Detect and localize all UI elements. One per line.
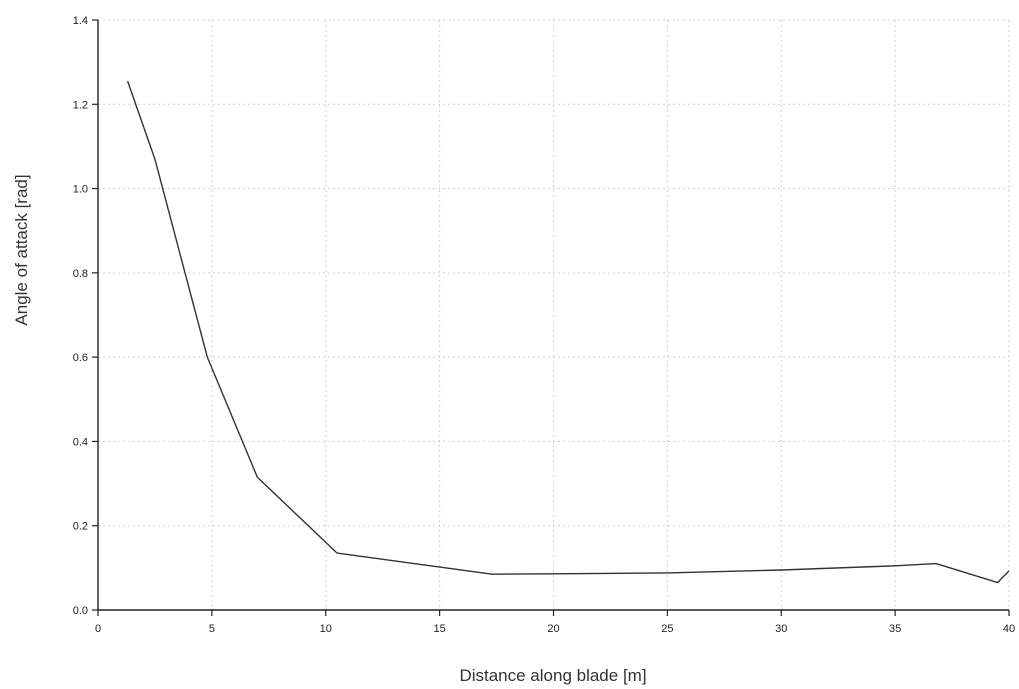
x-axis-label: Distance along blade [m] [459,666,646,685]
series-group [126,80,1010,584]
x-tick-label: 40 [1003,623,1015,635]
grid [98,19,1010,610]
x-tick-label: 5 [209,623,215,635]
y-tick-label: 0.8 [73,268,88,280]
x-tick-label: 15 [434,623,446,635]
y-axis-label: Angle of attack [rad] [12,174,31,325]
x-tick-label: 0 [95,623,101,635]
x-tick-label: 10 [320,623,332,635]
y-tick-label: 0.6 [73,352,88,364]
x-tick-label: 20 [547,623,559,635]
y-tick-label: 0.0 [73,605,88,617]
x-ticks: 0 5 10 15 20 25 30 35 40 [95,610,1015,635]
y-tick-label: 0.2 [73,521,88,533]
y-ticks: 0.0 0.2 0.4 0.6 0.8 1.0 1.2 1.4 [73,15,98,617]
series-line [126,80,1010,584]
y-tick-label: 1.4 [73,15,88,27]
x-tick-label: 35 [889,623,901,635]
x-tick-label: 25 [661,623,673,635]
y-tick-label: 0.4 [73,436,88,448]
x-tick-label: 30 [775,623,787,635]
y-tick-label: 1.2 [73,99,88,111]
y-tick-label: 1.0 [73,184,88,196]
